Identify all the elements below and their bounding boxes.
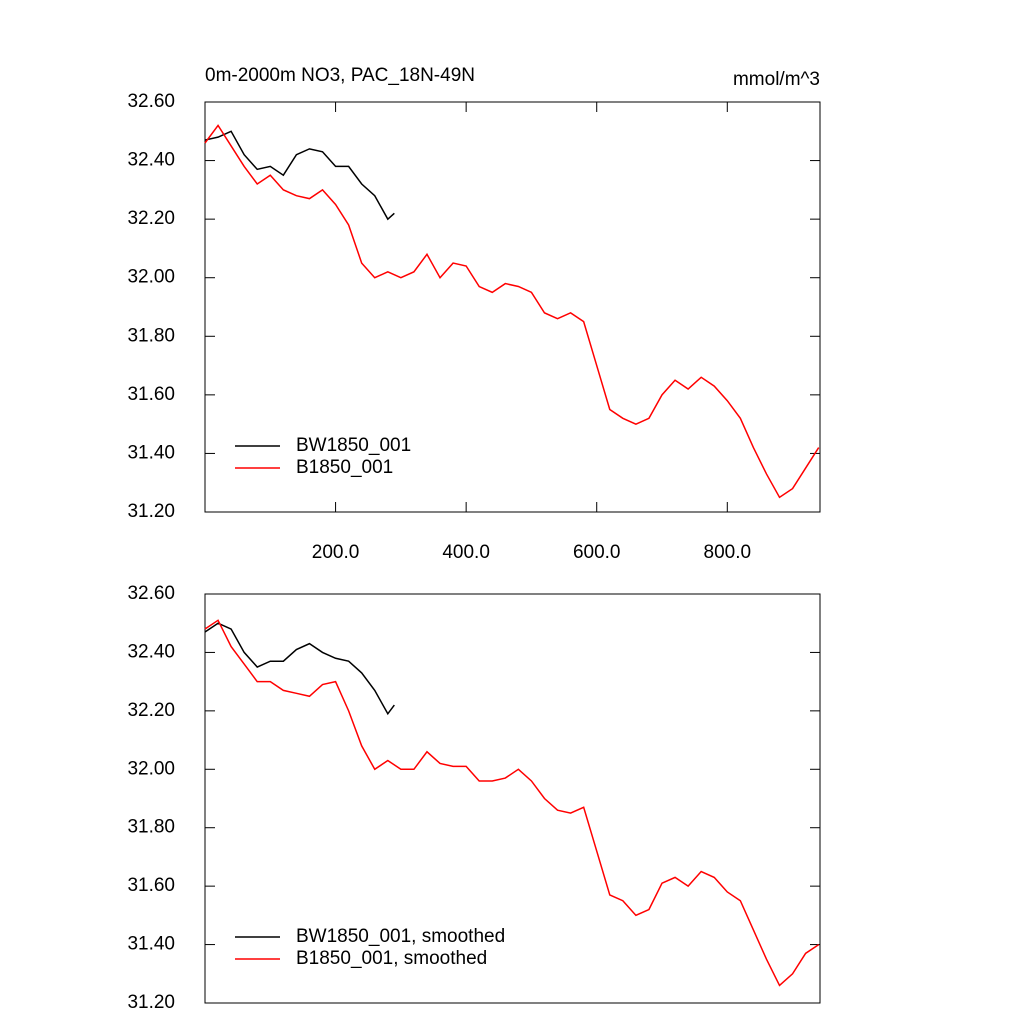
y-tick-label: 32.20 — [127, 700, 175, 721]
y-tick-label: 32.00 — [127, 758, 175, 779]
x-tick-label: 200.0 — [312, 542, 360, 563]
legend-label: BW1850_001 — [296, 435, 411, 456]
plot-frame — [204, 593, 821, 1004]
plot-frame — [204, 101, 821, 513]
y-tick-label: 32.20 — [127, 208, 175, 229]
legend-label: BW1850_001, smoothed — [296, 926, 505, 947]
x-tick-label: 800.0 — [704, 542, 752, 563]
y-tick-label: 31.40 — [127, 934, 175, 955]
y-tick-label: 32.40 — [127, 150, 175, 171]
data-line — [204, 124, 820, 499]
y-tick-label: 31.60 — [127, 875, 175, 896]
data-line — [204, 619, 820, 987]
y-tick-label: 31.80 — [127, 817, 175, 838]
y-tick-label: 31.40 — [127, 442, 175, 463]
y-tick-label: 32.00 — [127, 267, 175, 288]
legend-label: B1850_001, smoothed — [296, 948, 487, 969]
data-line — [204, 622, 395, 716]
y-tick-label: 31.20 — [127, 992, 175, 1013]
units-label: mmol/m^3 — [733, 69, 820, 90]
y-tick-label: 31.80 — [127, 325, 175, 346]
x-tick-label: 600.0 — [573, 542, 621, 563]
y-tick-label: 31.60 — [127, 384, 175, 405]
legend-label: B1850_001 — [296, 457, 393, 478]
data-line — [204, 130, 395, 221]
chart-title: 0m-2000m NO3, PAC_18N-49N — [205, 65, 475, 86]
x-tick-label: 400.0 — [442, 542, 490, 563]
y-tick-label: 31.20 — [127, 501, 175, 522]
y-tick-label: 32.60 — [127, 583, 175, 604]
y-tick-label: 32.60 — [127, 91, 175, 112]
y-tick-label: 32.40 — [127, 641, 175, 662]
